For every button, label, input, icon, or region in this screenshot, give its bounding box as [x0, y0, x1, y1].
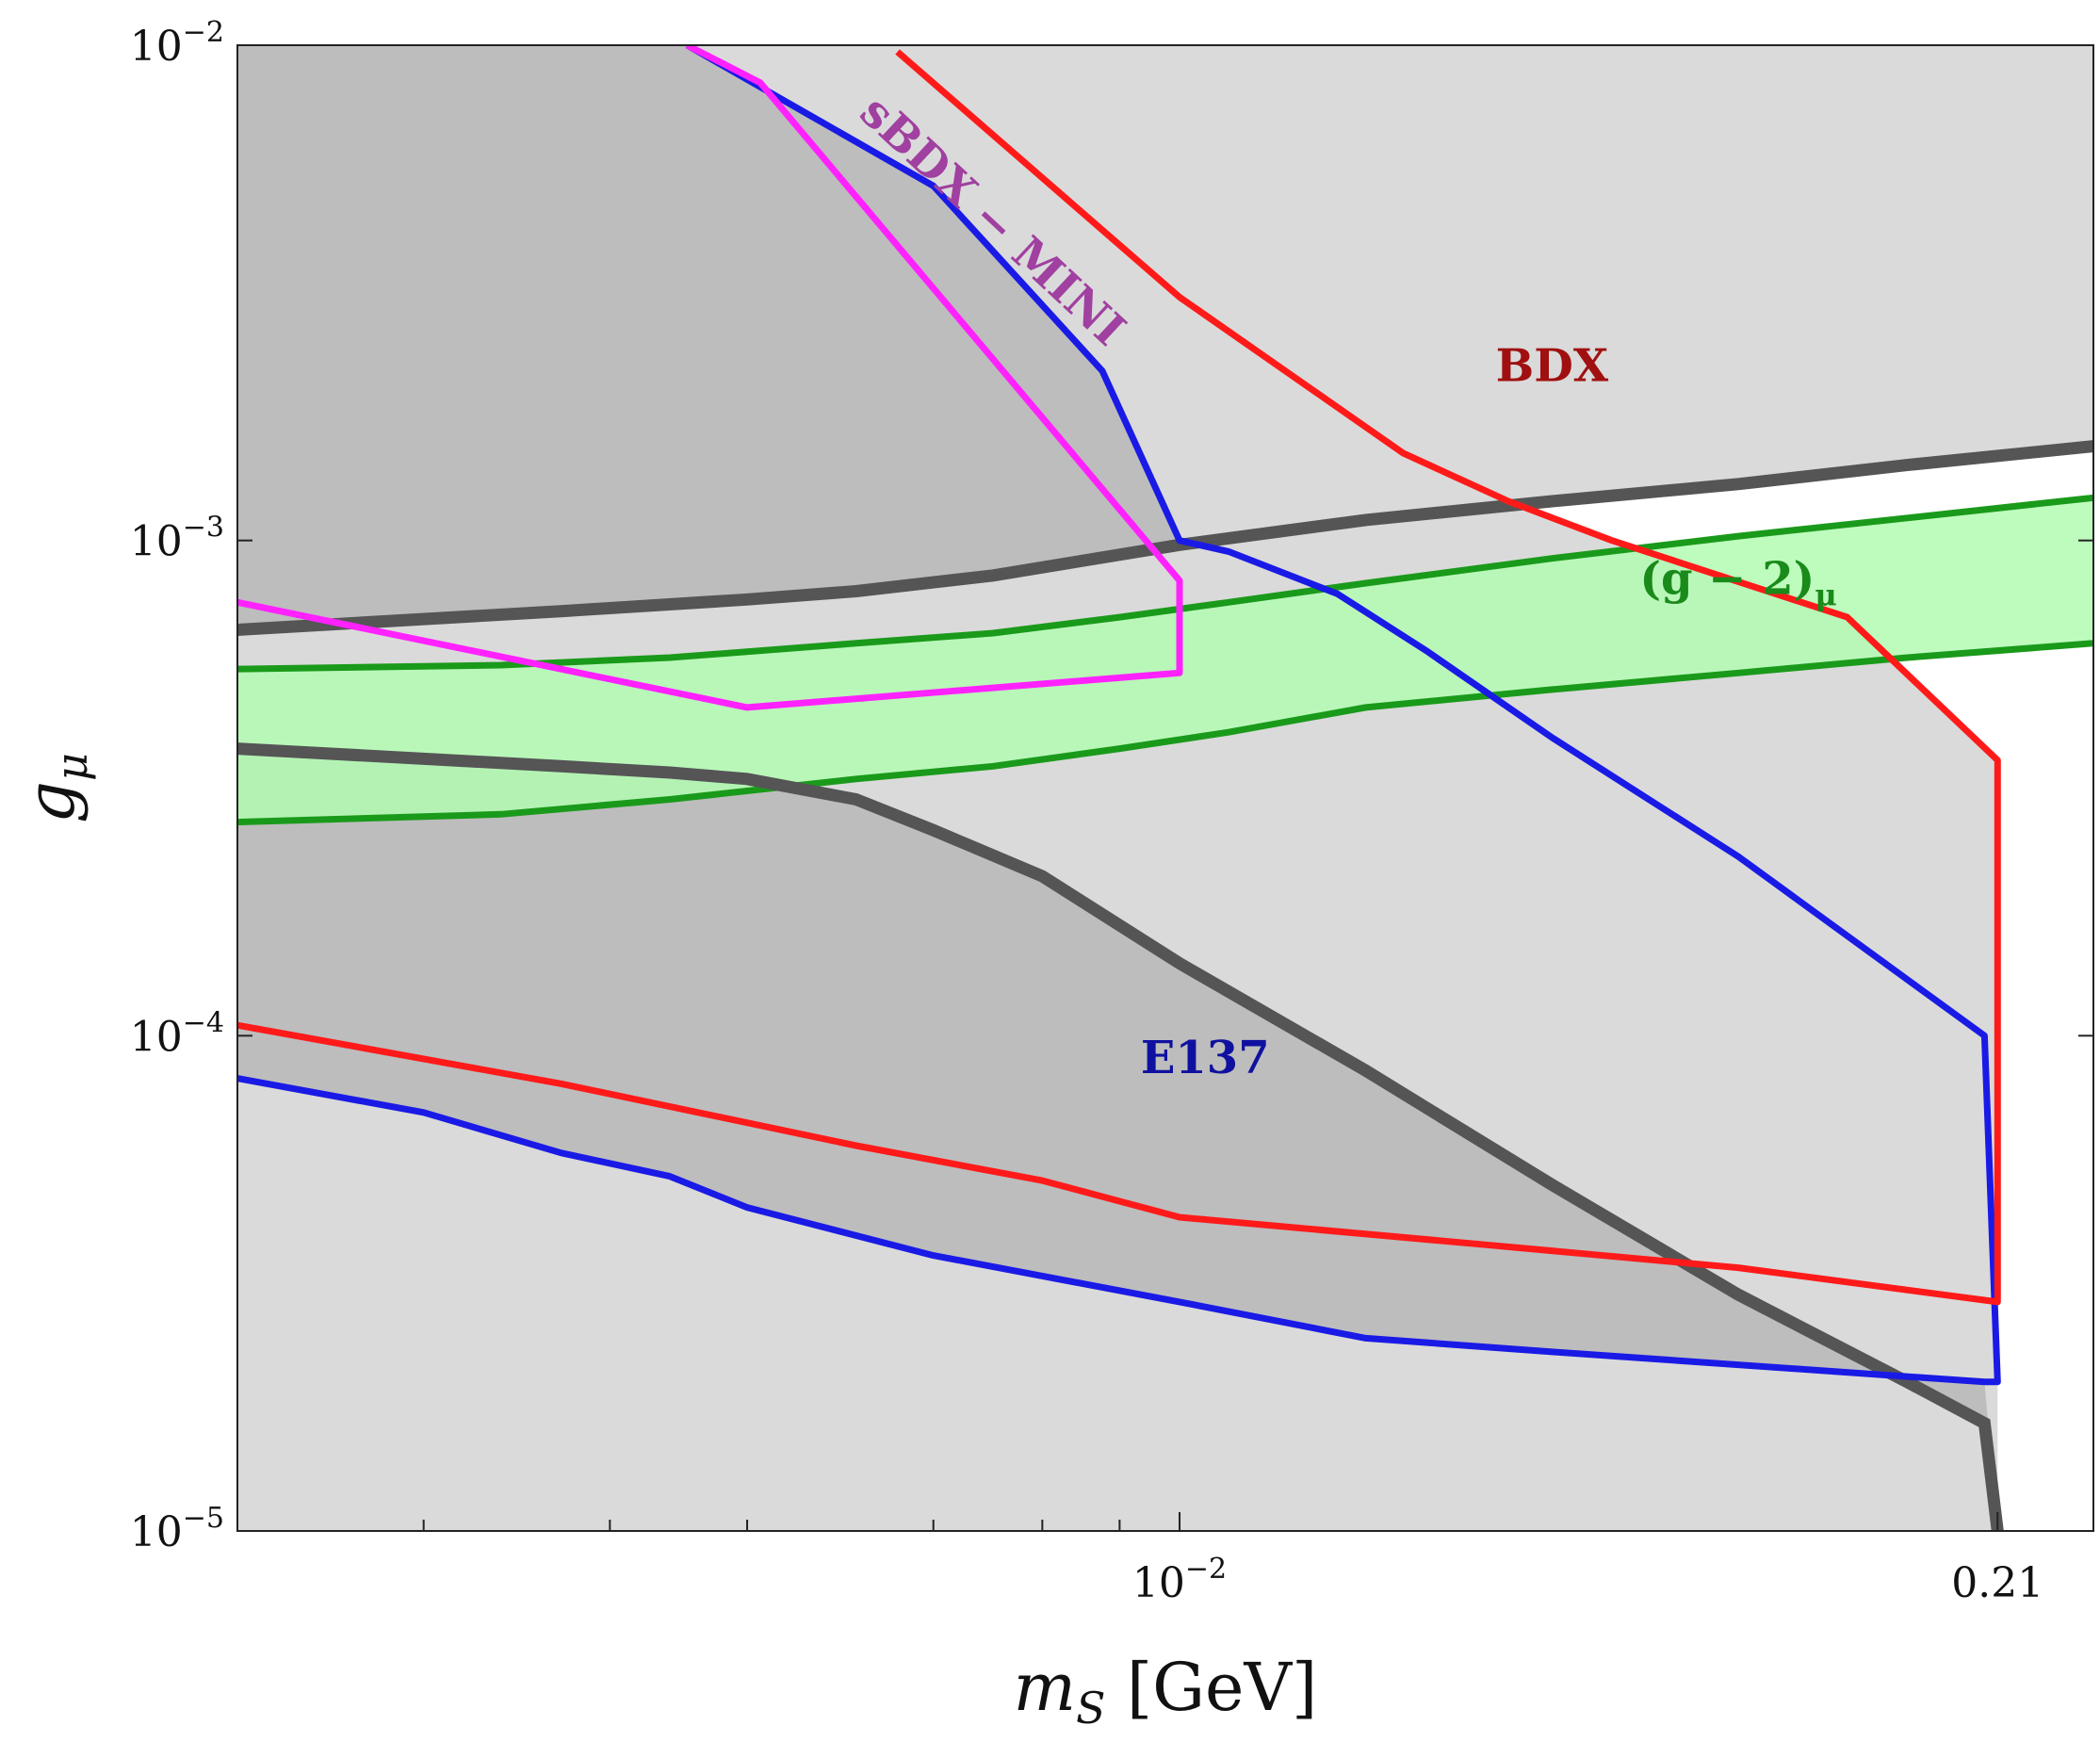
dark-curve-lower — [237, 742, 2004, 1531]
plot-area — [237, 45, 2093, 1531]
e137-curve — [237, 45, 2001, 1386]
y-axis-title: gμ — [12, 753, 97, 823]
annotation-g-2: (g − 2)μ — [1639, 552, 1836, 612]
sbdx-mini-curve — [237, 45, 1183, 711]
dark-curve-upper — [237, 440, 2093, 636]
y-tick-label: 10−2 — [130, 16, 224, 71]
x-axis-title: mS [GeV] — [1014, 1649, 1318, 1734]
g2-band-fill — [237, 497, 2093, 822]
x-tick-label: 0.21 — [1951, 1559, 2043, 1607]
g2-band-upper-line — [237, 494, 2093, 673]
x-tick-label: 10−2 — [1132, 1553, 1227, 1607]
dark-region-fill-lower — [237, 748, 1998, 1531]
bdx-curve — [237, 49, 2001, 1306]
g2-band-lower-line — [237, 640, 2093, 826]
axes: 10−2 10−3 10−4 10−5 10−2 0.21 mS [GeV] gμ — [12, 16, 2093, 1734]
annotation-bdx: BDX — [1496, 339, 1609, 392]
dark-region-fill-upper — [237, 45, 1180, 630]
annotation-e137: E137 — [1141, 1032, 1270, 1084]
y-tick-label: 10−4 — [130, 1006, 224, 1061]
plot-frame — [236, 44, 2094, 1532]
y-tick-label: 10−5 — [130, 1502, 224, 1556]
y-tick-label: 10−3 — [130, 512, 224, 566]
